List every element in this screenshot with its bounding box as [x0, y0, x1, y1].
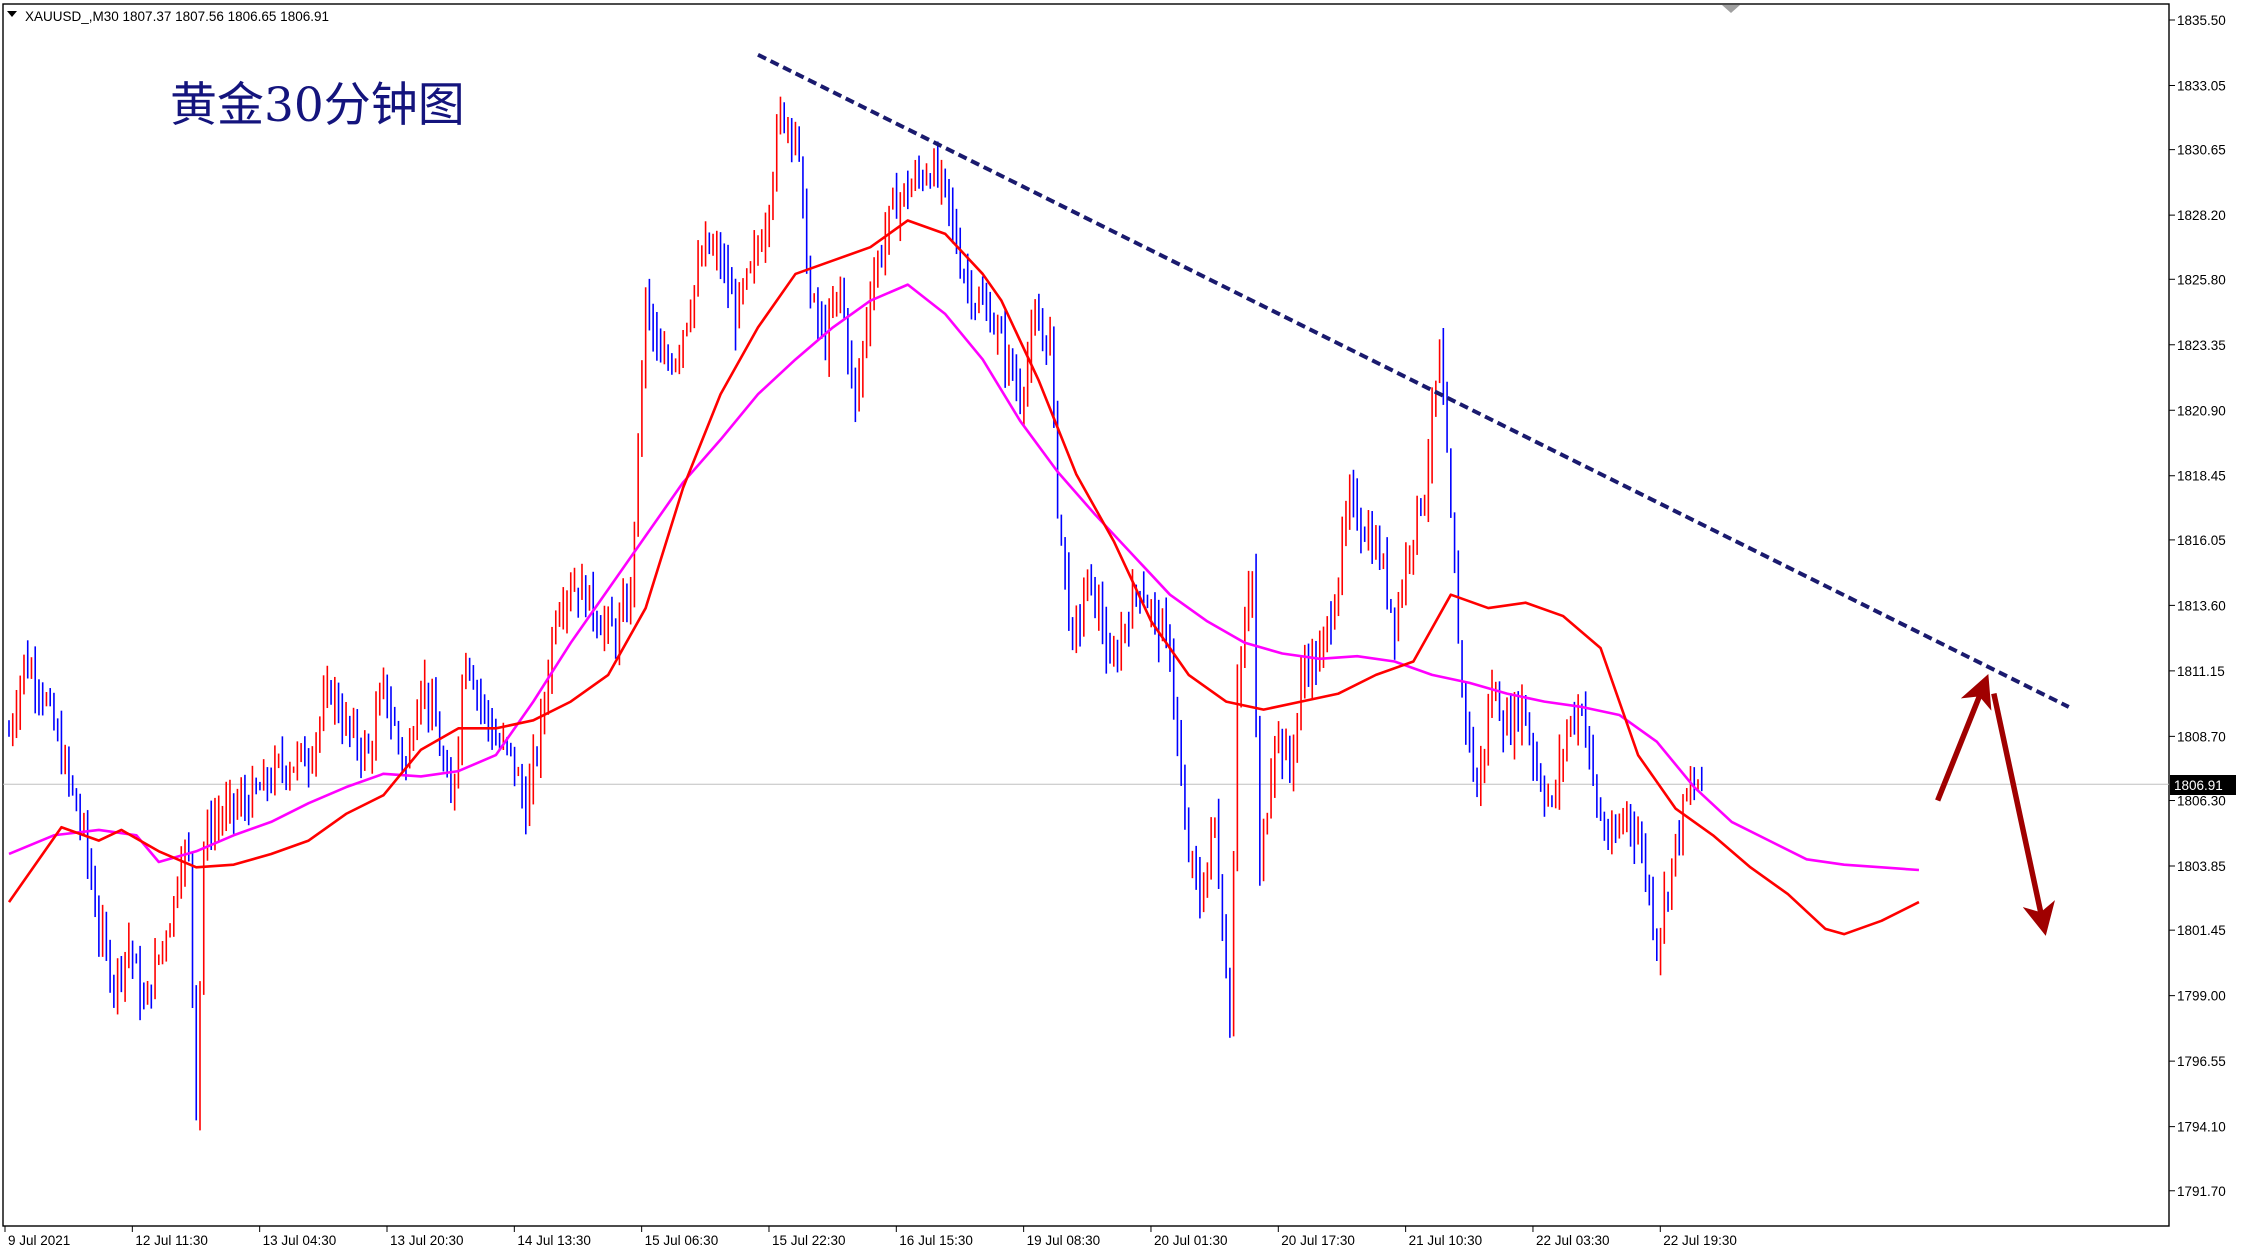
time-tick-label: 12 Jul 11:30	[135, 1233, 208, 1248]
time-tick-label: 16 Jul 15:30	[899, 1233, 973, 1248]
symbol-dropdown-icon[interactable]	[7, 11, 17, 17]
price-tick-label: 1813.60	[2177, 598, 2226, 613]
price-tick-label: 1794.10	[2177, 1120, 2226, 1135]
time-tick-label: 20 Jul 01:30	[1154, 1233, 1228, 1248]
time-axis[interactable]: 9 Jul 2021 12 Jul 11:30 13 Jul 04:30 13 Jul…	[4, 1226, 1737, 1248]
time-tick-label: 19 Jul 08:30	[1027, 1233, 1101, 1248]
chart-shift-marker[interactable]	[1722, 5, 1740, 13]
price-tick-label: 1799.00	[2177, 989, 2226, 1004]
current-price-tag: 1806.91	[2170, 775, 2236, 795]
price-tick-label: 1835.50	[2177, 13, 2226, 28]
symbol-info: XAUUSD_,M30 1807.37 1807.56 1806.65 1806…	[25, 9, 329, 24]
price-tick-label: 1830.65	[2177, 143, 2226, 158]
price-tick-label: 1791.70	[2177, 1184, 2226, 1199]
price-tick-label: 1796.55	[2177, 1054, 2226, 1069]
time-tick-label: 13 Jul 20:30	[390, 1233, 464, 1248]
price-tick-label: 1803.85	[2177, 859, 2226, 874]
price-tick-label: 1828.20	[2177, 208, 2226, 223]
price-tick-label: 1806.30	[2177, 794, 2226, 809]
time-tick-label: 21 Jul 10:30	[1409, 1233, 1483, 1248]
price-tick-label: 1825.80	[2177, 272, 2226, 287]
forecast-up-arrow[interactable]	[1935, 673, 1992, 802]
price-tick-label: 1823.35	[2177, 338, 2226, 353]
forecast-down-arrow[interactable]	[1991, 693, 2055, 936]
price-tick-label: 1833.05	[2177, 78, 2226, 93]
time-tick-label: 14 Jul 13:30	[517, 1233, 591, 1248]
price-tick-label: 1818.45	[2177, 469, 2226, 484]
time-tick-label: 20 Jul 17:30	[1281, 1233, 1355, 1248]
plot-area[interactable]	[2, 3, 2170, 1227]
drawing-objects-layer	[757, 52, 2070, 936]
price-tick-label: 1811.15	[2177, 664, 2225, 679]
price-tick-label: 1816.05	[2177, 533, 2226, 548]
time-tick-label: 22 Jul 03:30	[1536, 1233, 1610, 1248]
ma-fast-line[interactable]	[7, 219, 1920, 936]
time-tick-label: 13 Jul 04:30	[263, 1233, 337, 1248]
moving-averages-layer	[7, 219, 1920, 936]
time-tick-label: 22 Jul 19:30	[1663, 1233, 1737, 1248]
ma-slow-line[interactable]	[8, 283, 1920, 872]
price-tick-label: 1801.45	[2177, 923, 2226, 938]
resistance-trendline[interactable]	[757, 52, 2070, 709]
price-axis[interactable]: 1835.50 1833.05 1830.65 1828.20 1825.80 1823.…	[2169, 13, 2226, 1199]
time-tick-label: 15 Jul 06:30	[645, 1233, 719, 1248]
candlestick-layer	[8, 96, 1703, 1131]
time-tick-label: 9 Jul 2021	[8, 1233, 70, 1248]
current-price-label: 1806.91	[2174, 778, 2223, 793]
price-tick-label: 1820.90	[2177, 403, 2226, 418]
time-tick-label: 15 Jul 22:30	[772, 1233, 846, 1248]
chart-title: 黄金30分钟图	[170, 78, 465, 133]
price-tick-label: 1808.70	[2177, 729, 2226, 744]
